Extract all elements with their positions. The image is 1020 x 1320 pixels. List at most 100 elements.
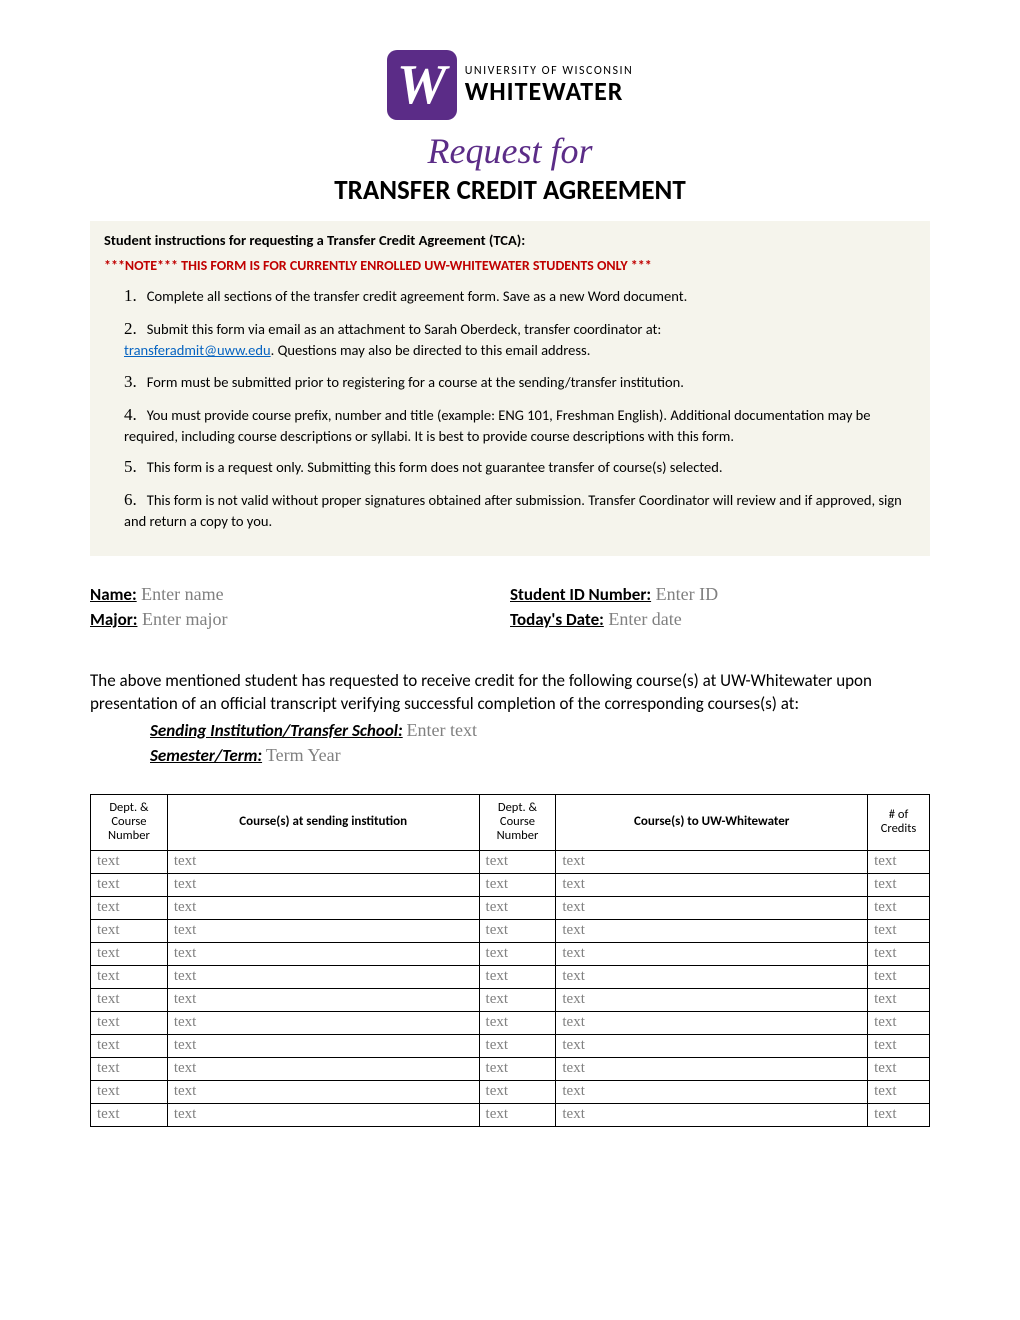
table-cell[interactable]: text — [479, 1011, 556, 1034]
sending-institution-row: Sending Institution/Transfer School: Ent… — [150, 720, 930, 741]
table-cell[interactable]: text — [91, 965, 168, 988]
table-cell[interactable]: text — [91, 896, 168, 919]
term-input[interactable]: Term Year — [266, 745, 341, 765]
instruction-text: You must provide course prefix, number a… — [124, 406, 871, 445]
table-cell[interactable]: text — [91, 919, 168, 942]
name-input[interactable]: Enter name — [141, 584, 223, 604]
table-cell[interactable]: text — [556, 1034, 868, 1057]
table-cell[interactable]: text — [91, 873, 168, 896]
table-cell[interactable]: text — [479, 1103, 556, 1126]
table-cell[interactable]: text — [91, 1080, 168, 1103]
table-row: texttexttexttexttext — [91, 1080, 930, 1103]
id-label: Student ID Number: — [510, 584, 651, 605]
email-link[interactable]: transferadmit@uww.edu — [124, 341, 271, 359]
request-for-title: Request for — [90, 130, 930, 172]
table-cell[interactable]: text — [167, 850, 479, 873]
instruction-item-3: 3.Form must be submitted prior to regist… — [124, 371, 916, 394]
th-dept-2: Dept. & Course Number — [479, 794, 556, 850]
major-input[interactable]: Enter major — [142, 609, 227, 629]
table-cell[interactable]: text — [556, 988, 868, 1011]
table-cell[interactable]: text — [91, 1034, 168, 1057]
th-course-2: Course(s) to UW-Whitewater — [556, 794, 868, 850]
date-row: Today's Date: Enter date — [510, 609, 930, 630]
th-course-1: Course(s) at sending institution — [167, 794, 479, 850]
table-header-row: Dept. & Course Number Course(s) at sendi… — [91, 794, 930, 850]
table-cell[interactable]: text — [91, 1103, 168, 1126]
table-cell[interactable]: text — [868, 873, 930, 896]
courses-table: Dept. & Course Number Course(s) at sendi… — [90, 794, 930, 1127]
table-cell[interactable]: text — [868, 1011, 930, 1034]
table-cell[interactable]: text — [479, 1057, 556, 1080]
table-cell[interactable]: text — [167, 1011, 479, 1034]
table-cell[interactable]: text — [167, 1034, 479, 1057]
id-row: Student ID Number: Enter ID — [510, 584, 930, 605]
major-row: Major: Enter major — [90, 609, 510, 630]
info-col-left: Name: Enter name Major: Enter major — [90, 584, 510, 634]
logo-area: W UNIVERSITY OF WISCONSIN WHITEWATER — [90, 50, 930, 120]
semester-term-row: Semester/Term: Term Year — [150, 745, 930, 766]
table-cell[interactable]: text — [556, 873, 868, 896]
table-row: texttexttexttexttext — [91, 896, 930, 919]
table-cell[interactable]: text — [556, 850, 868, 873]
logo-mark: W — [387, 50, 457, 120]
term-label: Semester/Term: — [150, 745, 262, 766]
table-cell[interactable]: text — [91, 850, 168, 873]
table-cell[interactable]: text — [868, 1057, 930, 1080]
table-cell[interactable]: text — [479, 919, 556, 942]
date-input[interactable]: Enter date — [608, 609, 681, 629]
table-cell[interactable]: text — [479, 1080, 556, 1103]
table-cell[interactable]: text — [167, 873, 479, 896]
table-cell[interactable]: text — [556, 1011, 868, 1034]
table-row: texttexttexttexttext — [91, 873, 930, 896]
table-cell[interactable]: text — [167, 942, 479, 965]
table-cell[interactable]: text — [479, 942, 556, 965]
table-cell[interactable]: text — [167, 1103, 479, 1126]
table-cell[interactable]: text — [868, 919, 930, 942]
instruction-item-2: 2.Submit this form via email as an attac… — [124, 318, 916, 361]
table-row: texttexttexttexttext — [91, 1057, 930, 1080]
table-cell[interactable]: text — [91, 1011, 168, 1034]
table-cell[interactable]: text — [479, 988, 556, 1011]
table-row: texttexttexttexttext — [91, 1103, 930, 1126]
table-cell[interactable]: text — [556, 1080, 868, 1103]
table-cell[interactable]: text — [479, 1034, 556, 1057]
table-cell[interactable]: text — [556, 1103, 868, 1126]
table-cell[interactable]: text — [556, 942, 868, 965]
table-cell[interactable]: text — [167, 988, 479, 1011]
table-cell[interactable]: text — [479, 896, 556, 919]
table-cell[interactable]: text — [868, 850, 930, 873]
instruction-text-tail: . Questions may also be directed to this… — [271, 341, 591, 359]
table-cell[interactable]: text — [479, 873, 556, 896]
table-cell[interactable]: text — [91, 988, 168, 1011]
th-credits: # of Credits — [868, 794, 930, 850]
table-cell[interactable]: text — [91, 942, 168, 965]
id-input[interactable]: Enter ID — [656, 584, 718, 604]
instruction-item-4: 4.You must provide course prefix, number… — [124, 404, 916, 447]
table-cell[interactable]: text — [868, 965, 930, 988]
table-cell[interactable]: text — [556, 965, 868, 988]
table-cell[interactable]: text — [167, 896, 479, 919]
major-label: Major: — [90, 609, 137, 630]
table-cell[interactable]: text — [91, 1057, 168, 1080]
instruction-text: Form must be submitted prior to register… — [147, 373, 684, 391]
table-cell[interactable]: text — [167, 1080, 479, 1103]
table-cell[interactable]: text — [556, 896, 868, 919]
table-cell[interactable]: text — [479, 850, 556, 873]
table-cell[interactable]: text — [556, 919, 868, 942]
table-cell[interactable]: text — [167, 919, 479, 942]
table-cell[interactable]: text — [868, 1080, 930, 1103]
table-cell[interactable]: text — [868, 1103, 930, 1126]
table-cell[interactable]: text — [479, 965, 556, 988]
table-cell[interactable]: text — [167, 1057, 479, 1080]
sending-input[interactable]: Enter text — [407, 720, 477, 740]
table-cell[interactable]: text — [868, 988, 930, 1011]
table-cell[interactable]: text — [556, 1057, 868, 1080]
logo-letter: W — [397, 57, 447, 113]
info-col-right: Student ID Number: Enter ID Today's Date… — [510, 584, 930, 634]
table-row: texttexttexttexttext — [91, 988, 930, 1011]
list-number: 5. — [124, 457, 137, 476]
table-cell[interactable]: text — [167, 965, 479, 988]
table-cell[interactable]: text — [868, 896, 930, 919]
table-cell[interactable]: text — [868, 942, 930, 965]
table-cell[interactable]: text — [868, 1034, 930, 1057]
